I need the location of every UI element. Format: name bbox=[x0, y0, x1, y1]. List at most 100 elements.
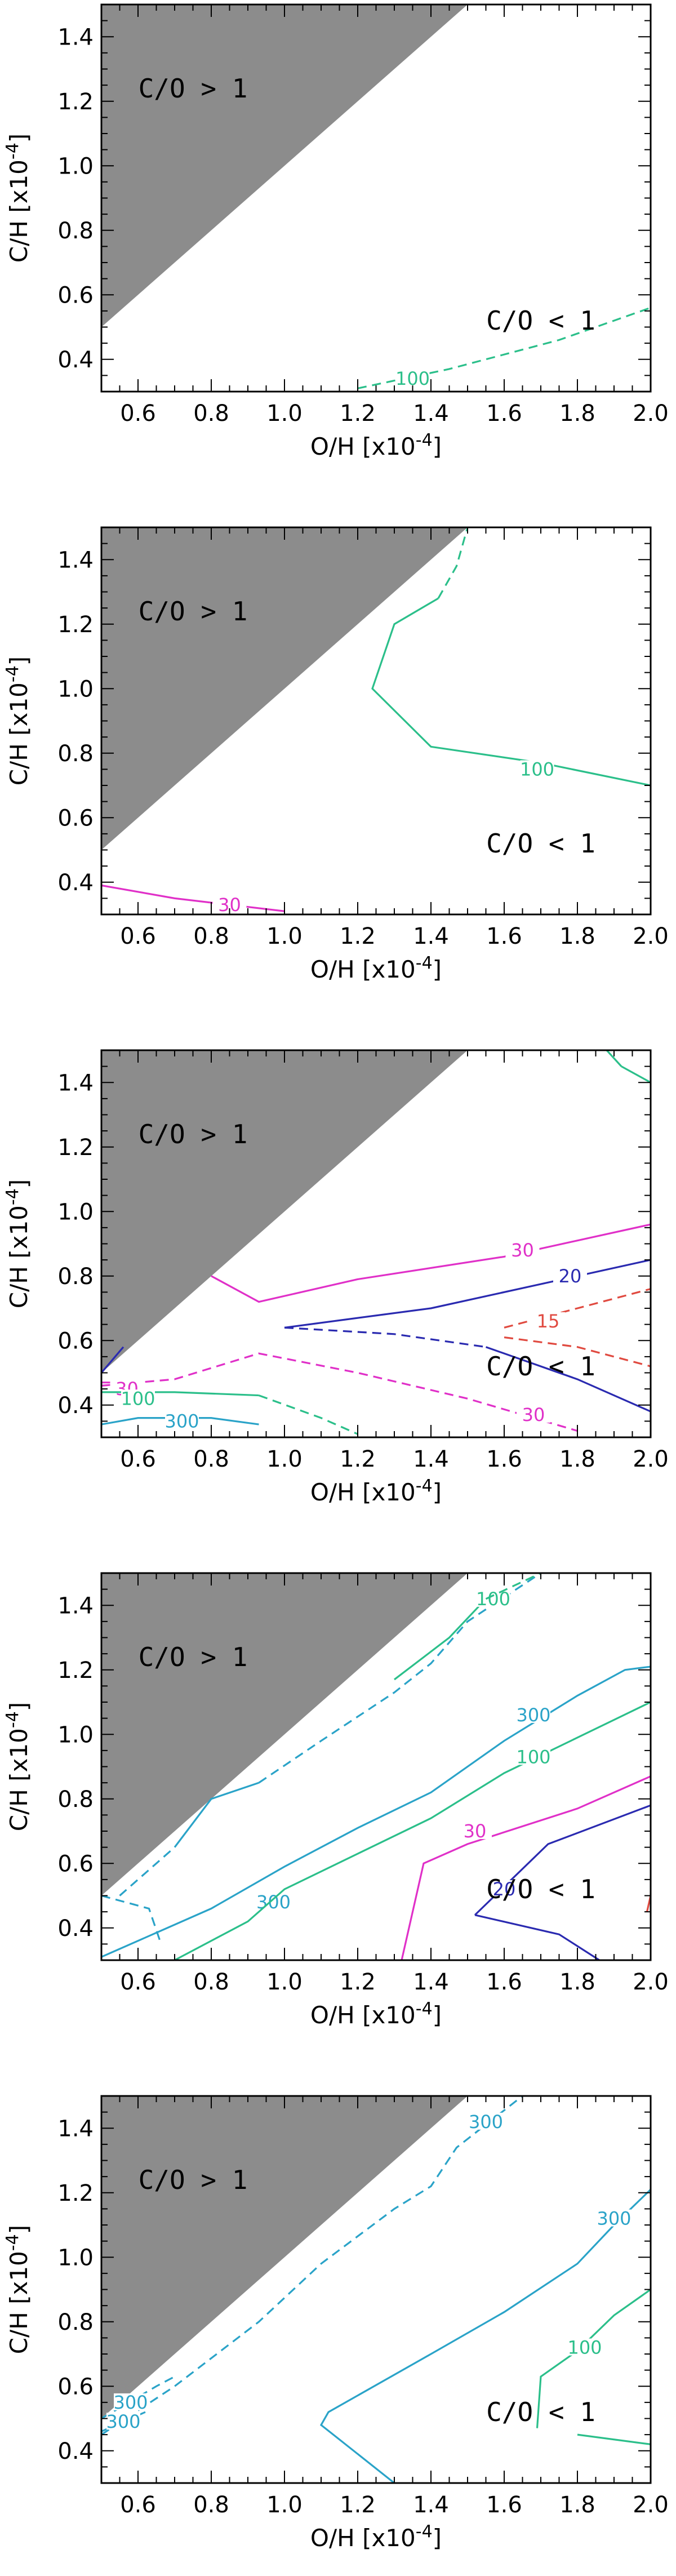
y-axis-label: C/H [x10-4] bbox=[3, 134, 33, 263]
region-label-co-gt-1: C/O > 1 bbox=[139, 73, 248, 104]
contour-300-line bbox=[319, 2188, 651, 2483]
excluded-region-co-gt-1 bbox=[101, 1050, 468, 1373]
contour-300-line bbox=[258, 1573, 541, 1784]
contour-100-line bbox=[606, 1050, 622, 1067]
region-label-co-lt-1: C/O < 1 bbox=[486, 305, 595, 336]
contour-100-label: 100 bbox=[476, 1588, 510, 1610]
contour-20-label: 20 bbox=[559, 1265, 582, 1287]
y-axis-label: C/H [x10-4] bbox=[3, 656, 33, 785]
contour-300-label: 300 bbox=[469, 2111, 503, 2133]
x-tick-label: 0.6 bbox=[120, 401, 156, 427]
x-tick-label: 1.6 bbox=[486, 923, 522, 949]
x-tick-label: 1.4 bbox=[413, 401, 449, 427]
region-label-co-gt-1: C/O > 1 bbox=[139, 2165, 248, 2195]
y-tick-label: 1.0 bbox=[57, 1722, 94, 1748]
contour-100-line bbox=[437, 527, 469, 599]
y-tick-label: 0.4 bbox=[57, 1393, 94, 1419]
region-label-co-lt-1: C/O < 1 bbox=[486, 1874, 595, 1904]
region-label-co-lt-1: C/O < 1 bbox=[486, 2397, 595, 2427]
contour-15-label: 15 bbox=[537, 1311, 560, 1332]
contour-100-line bbox=[485, 1573, 541, 1600]
y-tick-label: 1.0 bbox=[57, 676, 94, 702]
excluded-region-co-gt-1 bbox=[101, 1573, 468, 1896]
y-axis-label: C/H [x10-4] bbox=[3, 1179, 33, 1308]
contour-100-label: 100 bbox=[520, 758, 554, 780]
x-tick-label: 1.4 bbox=[413, 1969, 449, 1995]
contour-30-line bbox=[101, 884, 285, 912]
contour-20-line bbox=[284, 1326, 486, 1348]
y-tick-label: 0.4 bbox=[57, 347, 94, 373]
y-tick-label: 0.8 bbox=[57, 218, 94, 244]
x-tick-label: 1.2 bbox=[340, 1969, 376, 1995]
x-tick-label: 1.6 bbox=[486, 2492, 522, 2518]
y-tick-label: 0.8 bbox=[57, 1264, 94, 1290]
x-tick-label: 2.0 bbox=[633, 1446, 669, 1472]
contour-20-label: 20 bbox=[493, 1878, 516, 1900]
y-tick-label: 1.4 bbox=[57, 2116, 94, 2142]
region-label-co-gt-1: C/O > 1 bbox=[139, 1642, 248, 1672]
contour-100-label: 100 bbox=[567, 2337, 602, 2359]
contour-100-line bbox=[621, 1065, 651, 1083]
x-tick-label: 1.0 bbox=[266, 2492, 303, 2518]
contour-100-line bbox=[371, 597, 651, 787]
x-tick-label: 1.8 bbox=[559, 401, 595, 427]
contour-300-line bbox=[174, 1782, 260, 1848]
contour-300-label: 300 bbox=[597, 2208, 631, 2229]
y-tick-label: 0.6 bbox=[57, 1851, 94, 1877]
y-tick-label: 1.2 bbox=[57, 89, 94, 115]
x-tick-label: 0.6 bbox=[120, 1969, 156, 1995]
x-tick-label: 1.8 bbox=[559, 1446, 595, 1472]
contour-15-line bbox=[504, 1336, 651, 1367]
x-tick-label: 1.2 bbox=[340, 1446, 376, 1472]
x-tick-label: 2.0 bbox=[633, 2492, 669, 2518]
excluded-region-co-gt-1 bbox=[101, 2096, 468, 2419]
x-tick-label: 2.0 bbox=[633, 1969, 669, 1995]
y-tick-label: 0.8 bbox=[57, 1787, 94, 1813]
y-tick-label: 0.4 bbox=[57, 870, 94, 896]
region-label-co-lt-1: C/O < 1 bbox=[486, 828, 595, 859]
contour-100-line bbox=[577, 2433, 651, 2445]
y-tick-label: 1.0 bbox=[57, 2245, 94, 2271]
contour-300-label: 300 bbox=[113, 2392, 148, 2413]
x-tick-label: 0.6 bbox=[120, 2492, 156, 2518]
y-tick-label: 0.4 bbox=[57, 1916, 94, 1942]
x-tick-label: 1.2 bbox=[340, 401, 376, 427]
region-label-co-gt-1: C/O > 1 bbox=[139, 596, 248, 627]
excluded-region-co-gt-1 bbox=[101, 527, 468, 850]
contour-30-line bbox=[211, 1223, 651, 1303]
x-tick-label: 2.0 bbox=[633, 401, 669, 427]
x-tick-label: 1.0 bbox=[266, 1446, 303, 1472]
x-tick-label: 0.6 bbox=[120, 923, 156, 949]
y-tick-label: 1.2 bbox=[57, 1135, 94, 1161]
contour-30-line bbox=[101, 1352, 578, 1432]
region-label-co-lt-1: C/O < 1 bbox=[486, 1351, 595, 1382]
x-tick-label: 1.4 bbox=[413, 2492, 449, 2518]
x-tick-label: 1.8 bbox=[559, 2492, 595, 2518]
y-tick-label: 1.4 bbox=[57, 24, 94, 50]
x-tick-label: 1.4 bbox=[413, 923, 449, 949]
x-axis-label: O/H [x10-4] bbox=[310, 430, 442, 460]
x-tick-label: 1.4 bbox=[413, 1446, 449, 1472]
contour-100-line bbox=[394, 1598, 487, 1681]
y-tick-label: 0.4 bbox=[57, 2439, 94, 2464]
y-tick-label: 0.8 bbox=[57, 2309, 94, 2335]
contour-300-label: 300 bbox=[106, 2411, 140, 2432]
contour-100-line bbox=[258, 1394, 358, 1435]
y-tick-label: 1.4 bbox=[57, 1593, 94, 1619]
y-tick-label: 0.8 bbox=[57, 741, 94, 767]
x-tick-label: 0.8 bbox=[193, 923, 229, 949]
y-tick-label: 0.6 bbox=[57, 1328, 94, 1354]
x-tick-label: 1.2 bbox=[340, 923, 376, 949]
y-tick-label: 1.2 bbox=[57, 2180, 94, 2206]
x-tick-label: 1.6 bbox=[486, 401, 522, 427]
contour-15-line bbox=[504, 1288, 651, 1329]
x-tick-label: 1.8 bbox=[559, 1969, 595, 1995]
contour-20-line bbox=[474, 1914, 600, 1960]
